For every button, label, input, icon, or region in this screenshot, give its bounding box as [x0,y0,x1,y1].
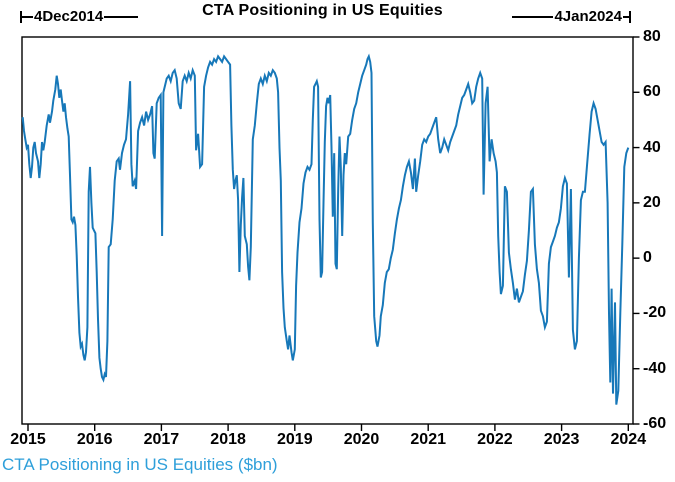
x-tick-label: 2017 [143,431,180,448]
y-tick-label: -40 [643,359,667,377]
x-tick-label: 2016 [76,431,113,448]
x-tick-label: 2019 [277,431,313,448]
x-tick-label: 2021 [410,431,446,448]
x-tick-label: 2015 [10,431,46,448]
axes-box [21,36,634,425]
chart-caption: CTA Positioning in US Equities ($bn) [2,455,278,474]
y-tick-label: -20 [643,304,667,322]
range-end-annotation: 4Jan2024 [512,9,631,25]
range-start-dash [22,16,33,18]
range-start-label: 4Dec2014 [34,8,104,25]
range-end-label: 4Jan2024 [554,8,622,25]
x-tick-label: 2024 [610,431,647,448]
data-line [21,53,630,405]
range-end-tick [629,11,631,23]
y-tick-label: 80 [643,28,661,45]
y-tick-label: 40 [643,138,661,156]
x-tick-label: 2018 [210,431,246,448]
y-tick-label: 60 [643,83,661,101]
x-tick-label: 2020 [343,431,380,448]
x-tick-label: 2022 [477,431,513,448]
x-tick-label: 2023 [543,431,580,448]
y-tick-label: -60 [643,415,667,432]
y-tick-label: 0 [643,249,652,267]
chart-title: CTA Positioning in US Equities [202,2,443,19]
range-start-line [104,16,138,18]
y-tick-label: 20 [643,193,661,211]
range-start-tick [20,11,22,23]
range-end-dash [623,16,629,18]
range-end-line [512,16,554,18]
range-start-annotation: 4Dec2014 [20,9,138,25]
